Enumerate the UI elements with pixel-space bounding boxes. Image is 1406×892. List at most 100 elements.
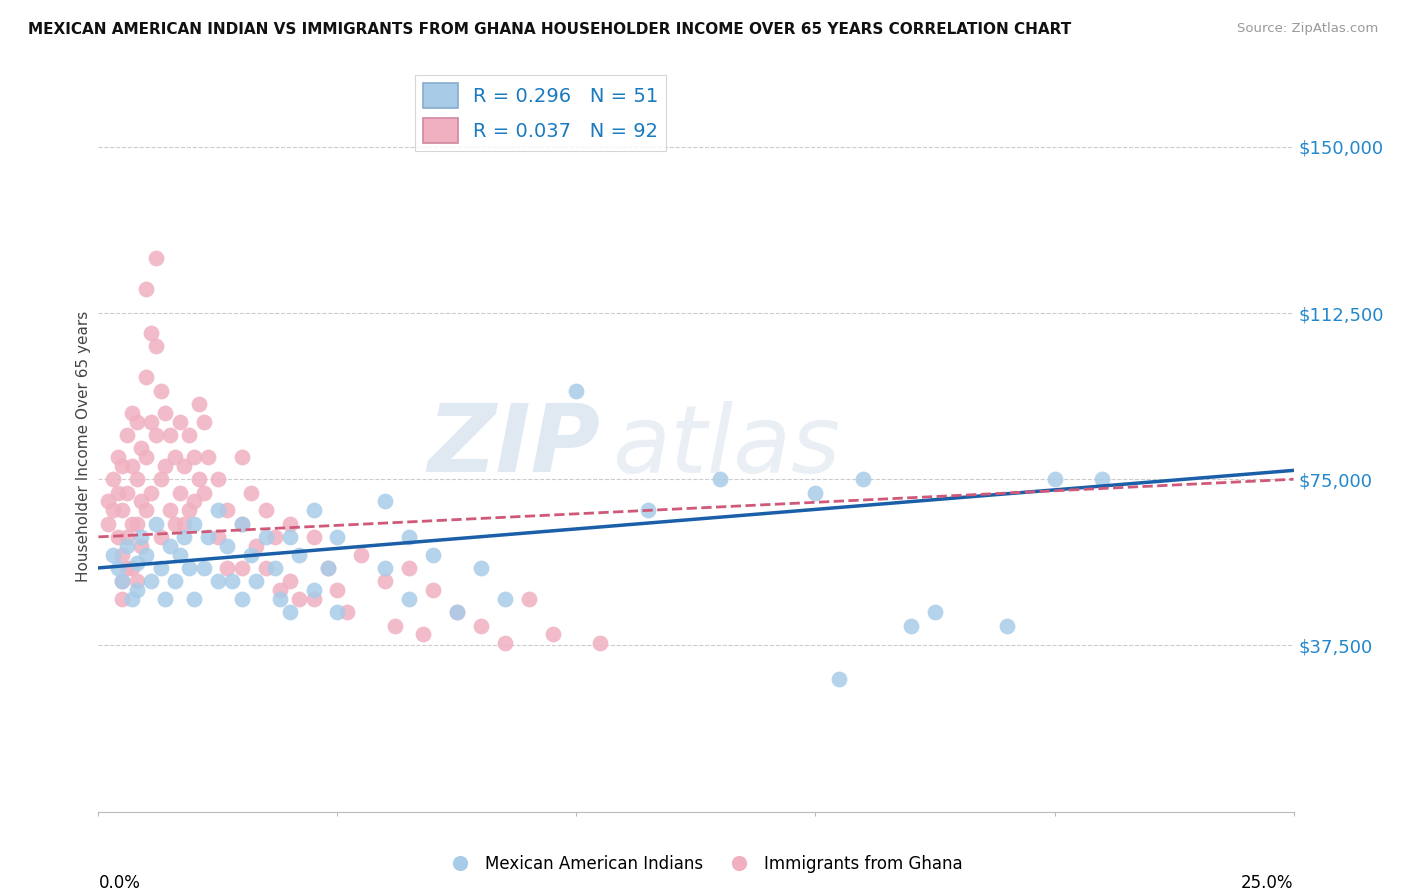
Point <box>111 574 134 589</box>
Point <box>517 591 540 606</box>
Point <box>231 450 253 464</box>
Point <box>121 406 143 420</box>
Point <box>302 591 325 606</box>
Point <box>302 530 325 544</box>
Point <box>101 503 124 517</box>
Point <box>1043 472 1066 486</box>
Point <box>398 591 420 606</box>
Point <box>565 384 588 398</box>
Point <box>374 494 396 508</box>
Point <box>125 583 148 598</box>
Point <box>131 539 153 553</box>
Point <box>470 561 492 575</box>
Point <box>183 450 205 464</box>
Point <box>187 397 209 411</box>
Point <box>264 561 287 575</box>
Point <box>163 574 186 589</box>
Point <box>221 574 243 589</box>
Point <box>637 503 659 517</box>
Point <box>254 530 277 544</box>
Point <box>145 339 167 353</box>
Point <box>207 503 229 517</box>
Point <box>173 458 195 473</box>
Point <box>316 561 339 575</box>
Point <box>183 591 205 606</box>
Point <box>107 530 129 544</box>
Point <box>245 539 267 553</box>
Point <box>207 530 229 544</box>
Point <box>231 516 253 531</box>
Point <box>159 428 181 442</box>
Point <box>115 561 138 575</box>
Point <box>111 591 134 606</box>
Text: atlas: atlas <box>613 401 841 491</box>
Point <box>269 591 291 606</box>
Point <box>169 415 191 429</box>
Point <box>183 494 205 508</box>
Point <box>101 472 124 486</box>
Point <box>101 548 124 562</box>
Point <box>149 561 172 575</box>
Point <box>240 548 263 562</box>
Point <box>155 406 177 420</box>
Point <box>159 503 181 517</box>
Point <box>278 605 301 619</box>
Point <box>422 548 444 562</box>
Point <box>121 458 143 473</box>
Point <box>173 530 195 544</box>
Y-axis label: Householder Income Over 65 years: Householder Income Over 65 years <box>76 310 91 582</box>
Legend: R = 0.296   N = 51, R = 0.037   N = 92: R = 0.296 N = 51, R = 0.037 N = 92 <box>415 75 666 151</box>
Point <box>135 503 157 517</box>
Point <box>163 450 186 464</box>
Point <box>125 516 148 531</box>
Legend: Mexican American Indians, Immigrants from Ghana: Mexican American Indians, Immigrants fro… <box>436 848 970 880</box>
Point <box>374 561 396 575</box>
Point <box>145 251 167 265</box>
Point <box>422 583 444 598</box>
Point <box>269 583 291 598</box>
Point <box>125 472 148 486</box>
Point <box>139 415 162 429</box>
Point <box>412 627 434 641</box>
Point <box>111 574 134 589</box>
Point <box>494 591 516 606</box>
Point <box>231 516 253 531</box>
Point <box>446 605 468 619</box>
Point <box>254 561 277 575</box>
Point <box>115 485 138 500</box>
Point <box>121 591 143 606</box>
Point <box>326 583 349 598</box>
Point <box>288 548 311 562</box>
Point <box>97 516 120 531</box>
Point <box>924 605 946 619</box>
Point <box>900 618 922 632</box>
Point <box>111 503 134 517</box>
Point <box>179 428 201 442</box>
Point <box>155 591 177 606</box>
Point <box>494 636 516 650</box>
Point <box>125 557 148 571</box>
Text: 25.0%: 25.0% <box>1241 874 1294 892</box>
Point <box>111 548 134 562</box>
Point <box>278 574 301 589</box>
Point <box>135 370 157 384</box>
Point <box>302 583 325 598</box>
Point <box>245 574 267 589</box>
Point <box>183 516 205 531</box>
Point <box>135 450 157 464</box>
Point <box>589 636 612 650</box>
Point <box>278 516 301 531</box>
Point <box>193 485 215 500</box>
Point <box>131 530 153 544</box>
Point <box>139 574 162 589</box>
Point <box>139 485 162 500</box>
Point <box>97 494 120 508</box>
Point <box>398 530 420 544</box>
Point <box>240 485 263 500</box>
Point <box>709 472 731 486</box>
Point <box>207 574 229 589</box>
Point <box>159 539 181 553</box>
Text: MEXICAN AMERICAN INDIAN VS IMMIGRANTS FROM GHANA HOUSEHOLDER INCOME OVER 65 YEAR: MEXICAN AMERICAN INDIAN VS IMMIGRANTS FR… <box>28 22 1071 37</box>
Point <box>131 494 153 508</box>
Point <box>804 485 827 500</box>
